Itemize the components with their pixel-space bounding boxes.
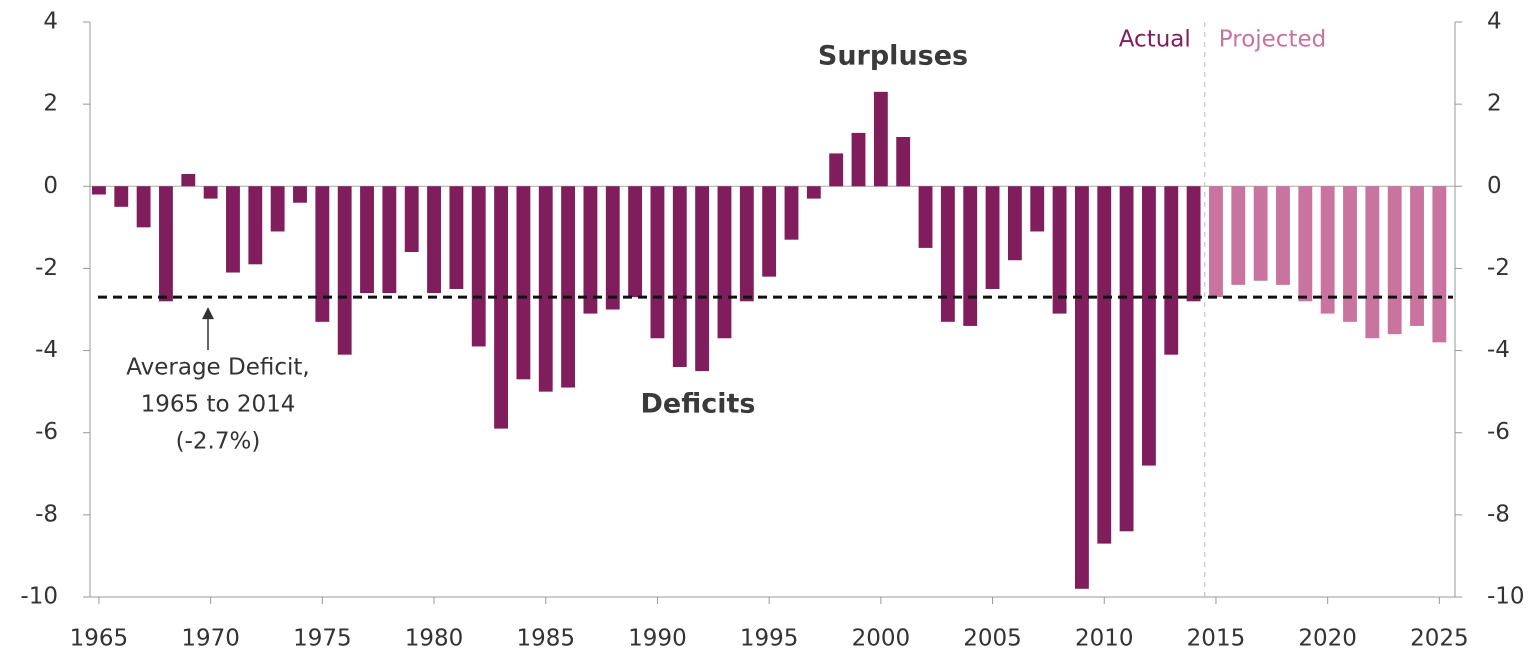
x-tick-label: 2025	[1410, 626, 1469, 652]
y2-tick-label: -2	[1487, 255, 1510, 281]
x-tick-label: 1970	[181, 626, 240, 652]
bar	[516, 186, 531, 380]
x-tick-label: 1965	[70, 626, 129, 652]
bar	[1119, 186, 1134, 532]
bar	[963, 186, 978, 326]
y2-tick-label: -8	[1487, 501, 1510, 527]
bar	[1276, 186, 1290, 285]
bar	[695, 186, 710, 372]
x-tick-label: 2020	[1298, 626, 1357, 652]
average-label: Average Deficit,	[126, 355, 309, 381]
bar	[717, 186, 732, 339]
bar	[427, 186, 441, 294]
x-tick-label: 2010	[1075, 626, 1134, 652]
bar	[1298, 186, 1313, 302]
bar	[136, 186, 151, 228]
bar	[1253, 186, 1268, 281]
bar	[1410, 186, 1424, 326]
bar	[806, 186, 821, 199]
x-tick-label: 1975	[293, 626, 352, 652]
bar	[896, 137, 911, 187]
bar	[829, 153, 844, 187]
bar	[494, 186, 508, 429]
legend-entry: Actual	[1119, 27, 1191, 53]
annotation: Deficits	[641, 389, 756, 420]
bar	[739, 186, 754, 302]
bar	[360, 186, 374, 294]
bar	[293, 186, 307, 203]
bar	[1007, 186, 1022, 261]
bar	[159, 186, 173, 302]
bar	[1186, 186, 1201, 302]
bar	[672, 186, 687, 367]
bar	[1432, 186, 1447, 343]
y-tick-label: 0	[43, 173, 58, 199]
bar	[628, 186, 643, 298]
bar	[918, 186, 933, 248]
bar	[985, 186, 1000, 289]
bar	[851, 132, 866, 187]
bar	[1209, 186, 1223, 298]
bar	[1365, 186, 1380, 339]
y-tick-label: -10	[20, 584, 58, 610]
legend-entry: Projected	[1219, 27, 1326, 53]
y-tick-label: -2	[35, 255, 58, 281]
bar	[605, 186, 620, 310]
x-tick-label: 2000	[852, 626, 911, 652]
average-label: (-2.7%)	[176, 429, 261, 455]
bar	[471, 186, 486, 347]
x-tick-label: 1990	[628, 626, 687, 652]
average-label: 1965 to 2014	[141, 392, 296, 418]
bar	[1387, 186, 1402, 335]
bar	[1320, 186, 1335, 314]
bar	[1052, 186, 1067, 314]
bar	[1142, 186, 1156, 466]
bar	[337, 186, 352, 355]
y-tick-label: 2	[43, 91, 58, 117]
y2-tick-label: -4	[1487, 337, 1510, 363]
bar	[561, 186, 576, 388]
y-tick-label: -8	[35, 501, 58, 527]
bar	[404, 186, 419, 252]
y2-tick-label: 0	[1487, 173, 1502, 199]
x-tick-label: 2015	[1187, 626, 1246, 652]
bar	[1030, 186, 1045, 232]
bar	[226, 186, 240, 273]
y2-tick-label: -6	[1487, 419, 1510, 445]
x-tick-label: 1995	[740, 626, 799, 652]
bar	[1343, 186, 1357, 322]
bar	[1164, 186, 1179, 355]
bar	[92, 186, 106, 195]
x-tick-label: 1985	[516, 626, 575, 652]
bar	[382, 186, 397, 294]
arrow-head	[202, 307, 214, 320]
bar	[315, 186, 330, 322]
bar	[181, 173, 196, 187]
bar	[1231, 186, 1246, 285]
bar	[270, 186, 285, 232]
bar	[650, 186, 665, 339]
x-tick-label: 1980	[405, 626, 464, 652]
bar	[449, 186, 464, 289]
y2-tick-label: 2	[1487, 91, 1502, 117]
bar	[762, 186, 777, 277]
bar	[1097, 186, 1112, 544]
y2-tick-label: -10	[1487, 584, 1525, 610]
annotation: Surpluses	[818, 41, 968, 72]
bar	[940, 186, 955, 322]
bar	[1074, 186, 1089, 589]
y-tick-label: -6	[35, 419, 58, 445]
y-tick-label: 4	[43, 9, 58, 35]
bar	[114, 186, 129, 207]
bar	[203, 186, 218, 199]
x-tick-label: 2005	[963, 626, 1022, 652]
y2-tick-label: 4	[1487, 9, 1502, 35]
bar	[784, 186, 799, 240]
bar	[248, 186, 263, 265]
bar	[873, 91, 888, 187]
y-tick-label: -4	[35, 337, 58, 363]
bar	[538, 186, 553, 392]
bar	[583, 186, 598, 314]
